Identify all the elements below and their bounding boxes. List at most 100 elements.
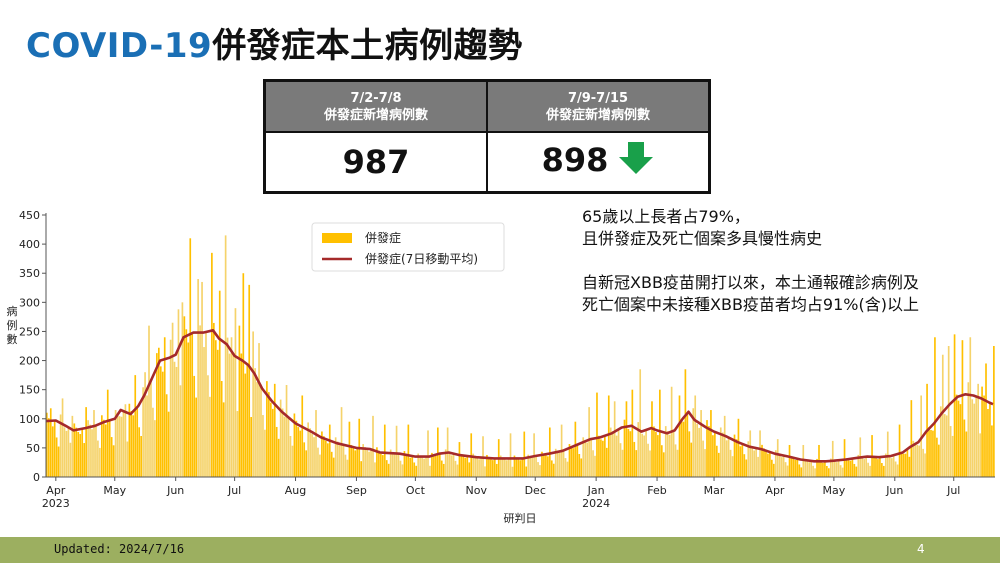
daily-bar: [218, 290, 221, 477]
daily-bar: [49, 408, 52, 477]
daily-bar: [959, 404, 962, 477]
daily-bar: [89, 424, 91, 477]
daily-bar: [945, 415, 948, 477]
daily-bar: [142, 387, 144, 477]
daily-bar: [894, 461, 897, 477]
daily-bar: [287, 416, 290, 477]
daily-bar: [936, 437, 938, 477]
daily-bar: [220, 381, 223, 477]
daily-bar: [391, 452, 394, 477]
this-week-count: 898: [541, 141, 609, 179]
daily-bar: [228, 353, 231, 477]
daily-bar: [240, 353, 243, 477]
daily-bar: [277, 438, 280, 477]
daily-bar: [731, 456, 734, 477]
daily-bar: [881, 463, 883, 477]
daily-bar: [372, 415, 374, 477]
x-tick-label: Sep: [346, 484, 367, 497]
x-tick-label: Apr: [765, 484, 785, 497]
daily-bar: [476, 458, 478, 477]
cases-trend-chart: 0 50 100 150 200 250 300 350 400 450 Apr 2023 May Jun…: [0, 200, 1000, 530]
daily-bar: [554, 448, 557, 477]
daily-bar: [366, 450, 368, 477]
daily-bar: [941, 354, 944, 477]
daily-bar: [981, 386, 983, 477]
daily-bar: [647, 443, 649, 477]
daily-bar: [177, 309, 180, 477]
daily-bar: [216, 349, 219, 477]
header-label-this: 併發症新增病例數: [545, 107, 650, 123]
daily-bar: [763, 448, 765, 477]
daily-bar: [719, 427, 722, 477]
daily-bar: [179, 385, 182, 477]
daily-bar: [843, 439, 846, 477]
page-title-en: COVID-19: [26, 26, 213, 66]
y-tick-label: 0: [33, 471, 40, 484]
daily-bar: [686, 414, 689, 477]
daily-bar: [474, 455, 476, 477]
daily-bar: [993, 346, 995, 477]
daily-bar: [256, 382, 258, 477]
daily-bar: [191, 333, 194, 477]
daily-bar: [344, 454, 347, 477]
daily-bar: [480, 457, 482, 477]
daily-bar: [698, 427, 700, 477]
daily-bar: [611, 431, 614, 477]
daily-bar: [578, 454, 581, 477]
daily-bar: [839, 465, 842, 477]
daily-bar: [403, 451, 406, 477]
daily-bar: [148, 325, 150, 477]
daily-bar: [782, 455, 785, 477]
daily-bar: [69, 442, 72, 477]
daily-bar: [431, 452, 433, 477]
daily-bar: [660, 445, 663, 477]
daily-bar: [932, 430, 934, 477]
daily-bar: [831, 440, 834, 477]
daily-bar: [271, 408, 274, 477]
daily-bar: [983, 395, 985, 477]
daily-bar: [623, 419, 626, 477]
daily-bar: [737, 418, 740, 477]
daily-bar: [714, 431, 716, 477]
daily-bar: [696, 423, 699, 477]
daily-bar: [67, 426, 70, 477]
daily-bar: [250, 417, 253, 477]
daily-bar: [771, 459, 773, 477]
daily-bar: [55, 437, 58, 477]
daily-bar: [715, 445, 718, 477]
daily-bar: [778, 455, 781, 477]
daily-bar: [684, 369, 687, 477]
daily-bar: [694, 395, 697, 477]
daily-bar: [395, 425, 398, 477]
daily-bar: [102, 419, 105, 477]
daily-bar: [242, 273, 245, 477]
daily-bar: [690, 442, 693, 477]
y-tick-label: 150: [19, 384, 40, 397]
daily-bar: [772, 463, 775, 477]
daily-bar: [969, 337, 972, 477]
daily-bar: [930, 429, 932, 477]
daily-bar: [631, 389, 634, 477]
daily-bar: [57, 446, 60, 477]
daily-bar: [157, 347, 160, 477]
daily-bar: [943, 414, 946, 477]
daily-bar: [472, 453, 475, 477]
daily-bar: [51, 426, 54, 477]
down-arrow-icon: [618, 140, 654, 184]
note-line-2: 且併發症及死亡個案多具慢性病史: [582, 229, 823, 248]
daily-bar: [252, 331, 254, 477]
daily-bar: [120, 416, 123, 477]
prev-week-count: 987: [342, 143, 410, 181]
daily-bar: [503, 459, 506, 477]
daily-bar: [588, 407, 590, 477]
daily-bar: [187, 342, 190, 477]
daily-bar: [130, 410, 133, 477]
daily-bar: [97, 440, 99, 477]
daily-bar: [582, 437, 585, 477]
daily-bar: [346, 459, 349, 477]
daily-bar: [991, 425, 993, 477]
daily-bar: [368, 451, 370, 477]
daily-bar: [924, 453, 926, 477]
daily-bar: [224, 235, 227, 477]
daily-bar: [197, 279, 199, 477]
